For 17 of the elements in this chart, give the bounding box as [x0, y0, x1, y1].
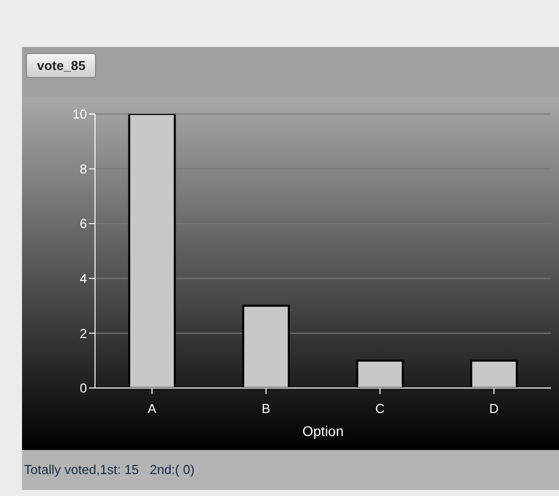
y-tick-label: 2	[80, 326, 87, 341]
x-tick-label: A	[148, 401, 157, 416]
bar	[242, 304, 290, 388]
bar	[470, 360, 518, 388]
x-axis-title: Option	[302, 423, 344, 439]
bar	[128, 114, 176, 388]
x-tick-label: B	[262, 401, 270, 416]
y-tick-label: 10	[72, 106, 87, 122]
text: Totally voted,1st: 15 2nd:( 0)	[24, 462, 195, 477]
y-tick-label: 6	[80, 216, 87, 232]
chart-title: vote_85	[26, 53, 96, 78]
y-tick-label: 8	[80, 161, 87, 176]
y-tick-label: 0	[80, 380, 87, 396]
y-tick-label: 4	[80, 271, 87, 286]
x-tick-label: C	[375, 401, 385, 416]
x-tick-label: D	[489, 401, 499, 416]
bar	[356, 360, 404, 388]
